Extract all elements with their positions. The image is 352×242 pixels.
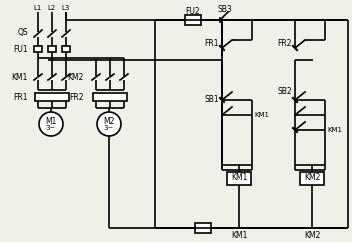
Text: KM1: KM1 [254, 112, 269, 118]
Text: FU2: FU2 [186, 8, 200, 16]
Bar [35, 93, 69, 101]
Text: KM1: KM1 [231, 232, 247, 241]
Text: FR2: FR2 [277, 39, 292, 48]
Text: KM2: KM2 [68, 74, 84, 83]
Text: FR1: FR1 [205, 39, 219, 48]
Text: KM1: KM1 [327, 127, 342, 133]
Bar [93, 93, 127, 101]
Text: L3: L3 [62, 5, 70, 11]
Text: SB2: SB2 [277, 88, 292, 97]
Circle shape [39, 112, 63, 136]
Text: KM2: KM2 [304, 232, 320, 241]
Text: SB1: SB1 [205, 96, 219, 105]
Text: M1: M1 [45, 118, 57, 127]
Circle shape [97, 112, 121, 136]
Text: 3~: 3~ [46, 125, 56, 131]
Text: L1: L1 [34, 5, 42, 11]
Text: KM1: KM1 [12, 74, 28, 83]
Bar [34, 46, 42, 52]
Bar [227, 172, 251, 185]
Bar [62, 46, 70, 52]
Text: 3~: 3~ [104, 125, 114, 131]
Text: FU1: FU1 [13, 45, 28, 54]
Text: L2: L2 [48, 5, 56, 11]
Text: FR2: FR2 [69, 93, 84, 103]
Text: QS: QS [17, 29, 28, 38]
Text: KM1: KM1 [231, 174, 247, 182]
Text: SB3: SB3 [218, 6, 232, 15]
Text: KM2: KM2 [304, 174, 320, 182]
Bar [195, 223, 211, 233]
Text: M2: M2 [103, 118, 115, 127]
Bar [300, 172, 324, 185]
Bar [48, 46, 56, 52]
Text: FR1: FR1 [13, 93, 28, 103]
Bar [185, 15, 201, 25]
